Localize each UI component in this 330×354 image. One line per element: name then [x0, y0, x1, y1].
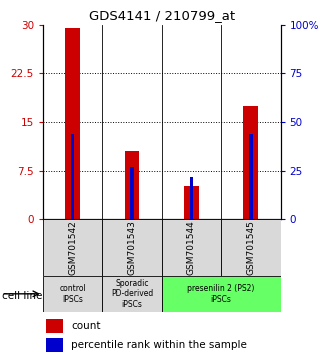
Bar [221, 219, 280, 276]
Text: presenilin 2 (PS2)
iPSCs: presenilin 2 (PS2) iPSCs [187, 284, 255, 303]
Bar [162, 276, 280, 312]
Bar [65, 28, 80, 219]
Bar [46, 319, 63, 333]
Text: GSM701544: GSM701544 [187, 221, 196, 275]
Bar [249, 134, 252, 219]
Bar [71, 134, 74, 219]
Text: GSM701543: GSM701543 [127, 220, 137, 275]
Text: control
IPSCs: control IPSCs [59, 284, 86, 303]
Bar [162, 219, 221, 276]
Bar [130, 167, 134, 219]
Text: GSM701545: GSM701545 [246, 220, 255, 275]
Text: GSM701542: GSM701542 [68, 221, 77, 275]
Bar [43, 219, 102, 276]
Bar [124, 152, 139, 219]
Title: GDS4141 / 210799_at: GDS4141 / 210799_at [89, 9, 235, 22]
Bar [190, 177, 193, 219]
Text: percentile rank within the sample: percentile rank within the sample [71, 341, 247, 350]
Bar [102, 276, 162, 312]
Text: count: count [71, 321, 100, 331]
Bar [102, 219, 162, 276]
Text: Sporadic
PD-derived
iPSCs: Sporadic PD-derived iPSCs [111, 279, 153, 309]
Bar [184, 186, 199, 219]
Bar [46, 338, 63, 352]
Text: cell line: cell line [2, 291, 42, 301]
Bar [43, 276, 102, 312]
Bar [244, 106, 258, 219]
